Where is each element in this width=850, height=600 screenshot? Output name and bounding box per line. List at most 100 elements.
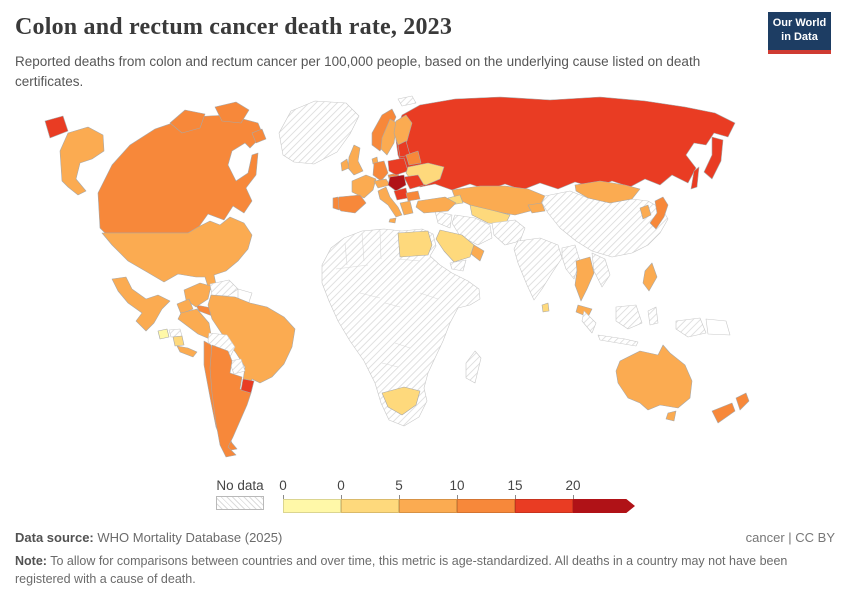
world-map — [0, 93, 850, 478]
country-gulf-states[interactable] — [470, 244, 485, 262]
country-united-kingdom[interactable] — [347, 144, 364, 176]
legend-no-data[interactable]: No data — [216, 478, 264, 510]
country-myanmar-bangladesh[interactable] — [561, 244, 581, 280]
country-costa-rica-panama[interactable] — [176, 345, 198, 358]
legend-bin-10–15[interactable] — [457, 499, 515, 513]
country-nicaragua[interactable] — [172, 335, 185, 347]
africa-internal-borders — [335, 230, 439, 368]
country-sicily[interactable] — [388, 217, 397, 224]
country-russia-sakhalin[interactable] — [690, 166, 700, 190]
country-ecuador[interactable] — [176, 298, 194, 315]
country-india[interactable] — [513, 237, 563, 301]
country-germany[interactable] — [372, 160, 389, 182]
country-sweden[interactable] — [380, 118, 398, 156]
country-guatemala[interactable] — [157, 328, 170, 340]
region-africa[interactable] — [321, 228, 481, 427]
country-poland[interactable] — [387, 157, 409, 176]
country-ireland[interactable] — [340, 158, 350, 172]
country-mongolia[interactable] — [574, 180, 641, 204]
country-peru[interactable] — [177, 308, 213, 341]
country-venezuela[interactable] — [209, 279, 239, 297]
data-source-label: Data source: — [15, 530, 94, 545]
country-romania[interactable] — [403, 174, 425, 190]
country-canada[interactable] — [97, 114, 264, 234]
country-kyrgyzstan-tajikistan[interactable] — [527, 202, 546, 214]
country-australia[interactable] — [615, 344, 693, 411]
legend-bin-20+[interactable] — [573, 499, 635, 513]
country-madagascar[interactable] — [465, 350, 482, 384]
country-egypt[interactable] — [397, 230, 433, 258]
country-saudi-arabia[interactable] — [435, 229, 475, 263]
country-usa[interactable] — [101, 216, 253, 291]
country-russia[interactable] — [394, 96, 736, 191]
legend-tick-mark — [399, 495, 400, 499]
country-sri-lanka[interactable] — [541, 302, 550, 313]
country-hungary-croatia-slovakia[interactable] — [387, 174, 407, 192]
legend-tick-mark — [573, 495, 574, 499]
no-data-swatch[interactable] — [216, 496, 264, 510]
country-bulgaria[interactable] — [405, 190, 421, 202]
country-south-korea[interactable] — [639, 204, 652, 220]
country-tasmania[interactable] — [665, 410, 677, 422]
data-source-line: Data source: WHO Mortality Database (202… — [15, 530, 282, 545]
legend-tick-mark — [515, 495, 516, 499]
country-russia-kamchatka[interactable] — [703, 136, 724, 180]
note-line: Note: To allow for comparisons between c… — [15, 552, 820, 588]
country-finland[interactable] — [393, 114, 413, 146]
legend-tick-mark — [341, 495, 342, 499]
country-philippines[interactable] — [642, 262, 658, 292]
country-italy[interactable] — [377, 186, 403, 218]
legend-tick-mark — [283, 495, 284, 499]
country-indonesia[interactable] — [581, 304, 707, 347]
country-new-zealand[interactable] — [711, 392, 750, 424]
legend-bar-group: 0 0 5 10 15 20 — [279, 478, 643, 518]
country-yemen[interactable] — [449, 259, 467, 272]
country-papua-new-guinea[interactable] — [705, 318, 731, 336]
country-paraguay[interactable] — [228, 358, 246, 375]
note-text: To allow for comparisons between countri… — [15, 554, 788, 587]
legend-tick-label: 10 — [449, 478, 465, 493]
country-canada-islands[interactable] — [169, 101, 267, 144]
note-label: Note: — [15, 554, 47, 568]
owid-logo[interactable]: Our World in Data — [768, 12, 831, 54]
data-source-text: WHO Mortality Database (2025) — [93, 530, 283, 545]
map-legend: No data 0 0 5 10 15 20 — [0, 478, 850, 518]
country-russia-fragment[interactable] — [44, 115, 69, 139]
country-iraq-syria[interactable] — [434, 210, 453, 229]
country-uruguay[interactable] — [240, 378, 255, 394]
country-turkey[interactable] — [415, 196, 457, 214]
country-spain[interactable] — [334, 194, 367, 214]
chart-subtitle: Reported deaths from colon and rectum ca… — [15, 54, 701, 90]
license-text[interactable]: cancer | CC BY — [745, 530, 835, 545]
legend-tick-label: 0 — [337, 478, 345, 493]
country-japan[interactable] — [649, 196, 669, 230]
country-honduras[interactable] — [168, 328, 183, 338]
legend-bin-15–20[interactable] — [515, 499, 573, 513]
legend-tick-label: 15 — [507, 478, 523, 493]
country-mexico[interactable] — [111, 276, 171, 332]
country-vietnam-laos[interactable] — [591, 252, 611, 288]
legend-tick-mark — [457, 495, 458, 499]
country-argentina[interactable] — [209, 344, 252, 458]
country-greenland[interactable] — [278, 100, 360, 165]
legend-tick-label: 20 — [565, 478, 581, 493]
country-thailand[interactable] — [574, 256, 595, 302]
country-iran[interactable] — [451, 214, 493, 246]
world-map-svg — [44, 95, 750, 458]
country-svalbard[interactable] — [397, 95, 417, 107]
country-south-africa[interactable] — [381, 386, 421, 416]
country-austria-switzerland[interactable] — [373, 178, 391, 189]
legend-tick-label: 5 — [395, 478, 403, 493]
legend-bin-0[interactable] — [283, 499, 341, 513]
country-greece[interactable] — [399, 200, 414, 216]
legend-tick-label: 0 — [279, 478, 287, 493]
country-alaska[interactable] — [59, 126, 105, 196]
legend-bin-5–10[interactable] — [399, 499, 457, 513]
legend-bar — [283, 499, 643, 513]
country-france[interactable] — [351, 174, 377, 199]
owid-logo-line2: in Data — [781, 31, 818, 43]
country-portugal[interactable] — [332, 196, 340, 211]
legend-bin-0–5[interactable] — [341, 499, 399, 513]
country-belarus[interactable] — [405, 150, 422, 166]
